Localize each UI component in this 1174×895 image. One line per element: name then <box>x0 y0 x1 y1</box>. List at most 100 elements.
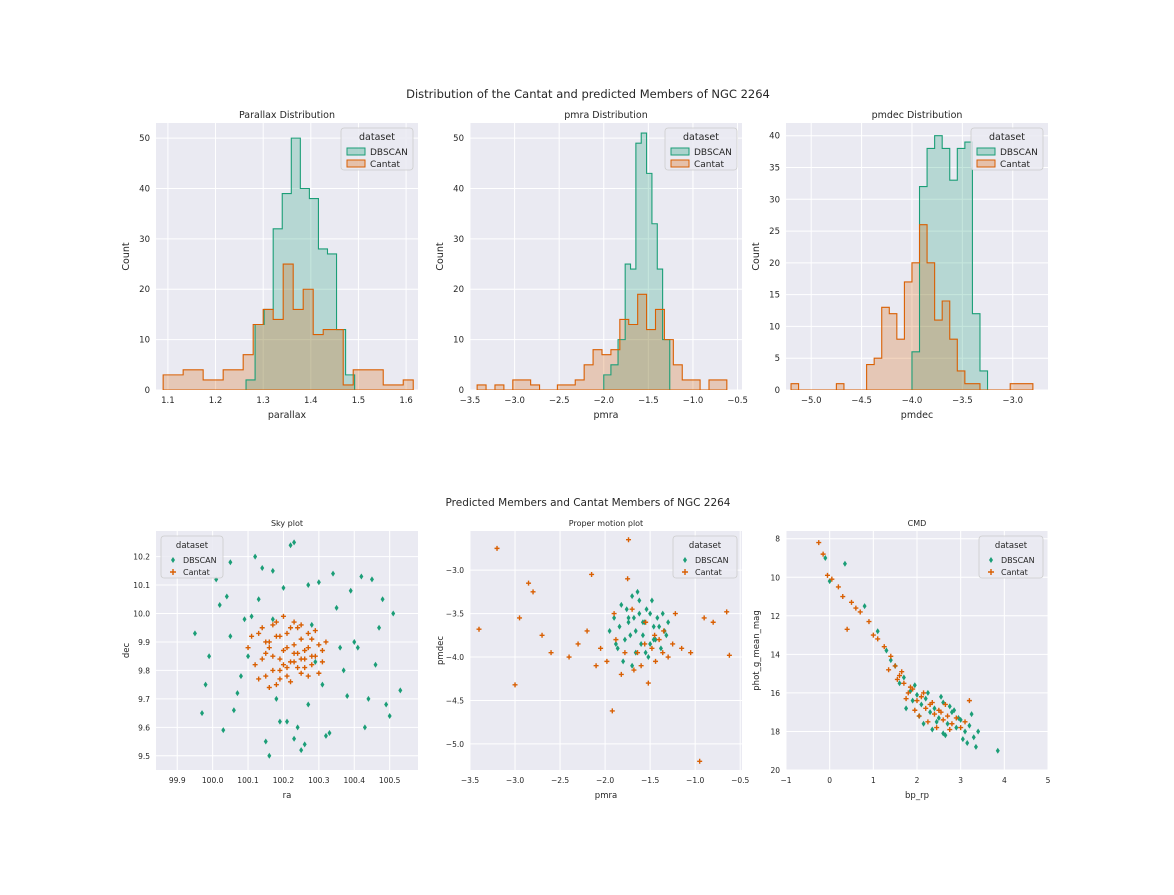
cantat-point <box>824 572 830 578</box>
cantat-point <box>642 641 648 647</box>
x-tick-label: −2.5 <box>549 396 570 406</box>
cantat-point <box>316 642 322 648</box>
cantat-point <box>638 663 644 669</box>
dbscan-point <box>952 707 957 714</box>
dbscan-point <box>842 560 847 567</box>
x-axis-label: bp_rp <box>905 791 929 801</box>
dbscan-point <box>200 710 205 717</box>
y-tick-label: 9.8 <box>138 666 150 675</box>
dbscan-point <box>947 703 952 710</box>
dbscan-point <box>648 640 653 647</box>
dbscan-point <box>384 701 389 708</box>
cantat-point <box>295 665 301 671</box>
cantat-point <box>670 641 676 647</box>
legend-title: dataset <box>995 541 1028 551</box>
dbscan-point <box>925 689 930 696</box>
x-tick-label: 1.2 <box>209 396 223 406</box>
dbscan-point <box>228 559 233 566</box>
y-tick-label: 15 <box>769 291 780 301</box>
dbscan-point <box>635 588 640 595</box>
cantat-point <box>245 645 251 651</box>
cantat-point <box>323 639 329 645</box>
x-tick-label: −2.0 <box>593 396 614 406</box>
cantat-point <box>645 680 651 686</box>
cantat-point <box>816 540 822 546</box>
panel-title: Sky plot <box>271 519 303 528</box>
y-tick-label: 10 <box>770 573 780 582</box>
dbscan-point <box>640 632 645 639</box>
legend-swatch <box>171 557 175 563</box>
cantat-point <box>912 707 918 713</box>
cantat-point <box>517 615 523 621</box>
x-tick-label: −2.5 <box>551 776 569 785</box>
y-tick-label: 30 <box>453 235 464 245</box>
x-tick-label: −2.0 <box>596 776 614 785</box>
dbscan-point <box>936 714 941 721</box>
dbscan-point <box>292 735 297 742</box>
legend-swatch <box>976 147 996 156</box>
legend-label: Cantat <box>694 160 725 170</box>
legend: dataset DBSCAN Cantat <box>160 535 224 579</box>
cantat-point <box>291 642 297 648</box>
cantat-point <box>631 667 637 673</box>
y-tick-label: −4.5 <box>446 696 464 705</box>
dbscan-point <box>203 681 208 688</box>
cantat-hist-fill <box>791 224 1033 390</box>
y-tick-label: 14 <box>770 650 780 659</box>
cantat-point <box>593 663 599 669</box>
legend-label: DBSCAN <box>1001 556 1035 565</box>
cantat-point <box>270 653 276 659</box>
cantat-point <box>652 632 658 638</box>
figure-top-title: Distribution of the Cantat and predicted… <box>406 87 770 101</box>
cantat-point <box>298 656 304 662</box>
cantat-point <box>566 654 572 660</box>
dbscan-point <box>637 610 642 617</box>
cantat-point <box>962 719 968 725</box>
legend-box <box>978 535 1044 579</box>
cantat-point <box>942 701 948 707</box>
x-tick-label: −4.5 <box>851 396 872 406</box>
legend-label: DBSCAN <box>1000 148 1038 158</box>
cantat-point <box>934 725 940 731</box>
x-tick-label: 3 <box>958 776 963 785</box>
legend-title: dataset <box>683 132 719 143</box>
legend-swatch <box>683 557 687 563</box>
dbscan-point <box>299 747 304 754</box>
y-axis-label: dec <box>122 643 132 659</box>
cantat-point <box>881 644 887 650</box>
cantat-point <box>259 656 265 662</box>
dbscan-point <box>306 582 311 589</box>
cantat-point <box>280 613 286 619</box>
dbscan-point <box>657 623 662 630</box>
x-tick-label: −1 <box>780 776 791 785</box>
marks <box>192 539 403 759</box>
dbscan-point <box>242 616 247 623</box>
marks <box>162 137 414 390</box>
legend-label: Cantat <box>1001 568 1028 577</box>
x-tick-label: −0.5 <box>731 776 749 785</box>
y-axis-label: Count <box>435 242 446 270</box>
cantat-point <box>656 637 662 643</box>
x-tick-label: 100.2 <box>273 776 295 785</box>
dbscan-point <box>619 601 624 608</box>
y-tick-label: 30 <box>769 195 780 205</box>
y-tick-label: 0 <box>145 386 150 396</box>
cantat-point <box>914 698 920 704</box>
x-tick-label: −1.5 <box>641 776 659 785</box>
x-tick-label: −4.0 <box>902 396 923 406</box>
dbscan-point <box>921 720 926 727</box>
panel-title: Parallax Distribution <box>239 110 335 121</box>
dbscan-point <box>658 645 663 652</box>
x-tick-label: 100.1 <box>237 776 259 785</box>
cantat-point <box>710 619 716 625</box>
cantat-point <box>897 673 903 679</box>
dbscan-point <box>323 732 328 739</box>
cantat-point <box>958 725 964 731</box>
x-tick-label: −1.0 <box>686 776 704 785</box>
dbscan-point <box>281 584 286 591</box>
dbscan-point <box>910 697 915 704</box>
cantat-point <box>613 637 619 643</box>
y-tick-label: 10.0 <box>133 610 150 619</box>
dbscan-point <box>238 673 243 680</box>
x-tick-label: −3.0 <box>504 396 525 406</box>
